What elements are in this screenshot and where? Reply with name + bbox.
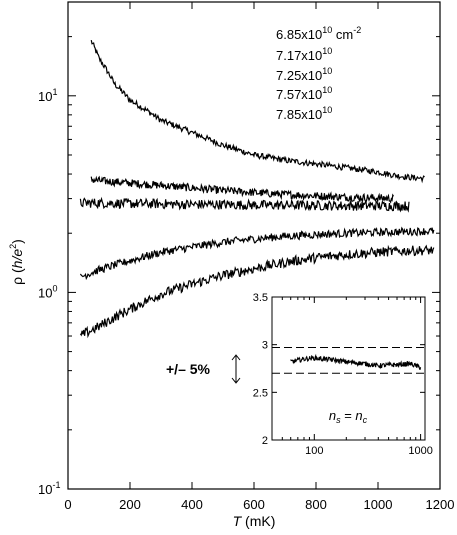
x-tick-label-6: 1200	[426, 497, 455, 512]
inset-annotation: ns = nc	[329, 408, 368, 425]
inset-series-line-0	[290, 353, 422, 371]
inset-x-tick-label-1: 1000	[408, 445, 432, 457]
legend-entry-0: 6.85x1010 cm-2	[276, 25, 361, 42]
variation-note: +/– 5%	[166, 361, 211, 377]
series-line-1	[90, 175, 395, 204]
inset-y-tick-label-2: 2.5	[253, 387, 268, 399]
x-tick-label-0: 0	[64, 497, 71, 512]
inset-chart: 3.5 3 2.5 2 100 1000 ns = nc	[253, 292, 433, 457]
x-tick-label-4: 800	[305, 497, 327, 512]
x-tick-label-5: 1000	[364, 497, 393, 512]
variation-arrow-icon	[231, 354, 241, 384]
y-axis-title: ρ (h/e2)	[8, 239, 25, 285]
x-tick-label-1: 200	[119, 497, 141, 512]
legend-entry-3: 7.57x1010	[276, 85, 332, 102]
inset-series	[272, 347, 425, 374]
series-line-0	[90, 39, 425, 184]
main-series	[79, 39, 435, 339]
legend: 6.85x1010 cm-2 7.17x1010 7.25x1010 7.57x…	[276, 25, 361, 122]
x-tick-label-3: 600	[243, 497, 265, 512]
y-tick-label-0: 10-1	[38, 480, 60, 497]
inset-y-tick-label-1: 3	[262, 340, 268, 352]
inset-x-tick-label-0: 100	[305, 445, 323, 457]
x-axis-title: T (mK)	[233, 513, 276, 529]
y-tick-label-1: 100	[38, 283, 57, 300]
inset-frame	[271, 296, 426, 441]
x-tick-label-2: 400	[181, 497, 203, 512]
series-line-2	[79, 196, 410, 213]
inset-y-tick-label-3: 2	[262, 435, 268, 447]
legend-entry-1: 7.17x1010	[276, 46, 332, 63]
inset-ticks: 3.5 3 2.5 2 100 1000	[253, 292, 433, 457]
y-tick-label-2: 101	[38, 87, 57, 104]
series-line-4	[79, 244, 435, 339]
inset-y-tick-label-0: 3.5	[253, 292, 268, 304]
legend-entry-2: 7.25x1010	[276, 66, 332, 83]
legend-entry-4: 7.85x1010	[276, 105, 332, 122]
main-ticks: 0 200 400 600 800 1000 1200 10-1 100 101	[38, 1, 455, 512]
series-line-3	[79, 226, 435, 281]
